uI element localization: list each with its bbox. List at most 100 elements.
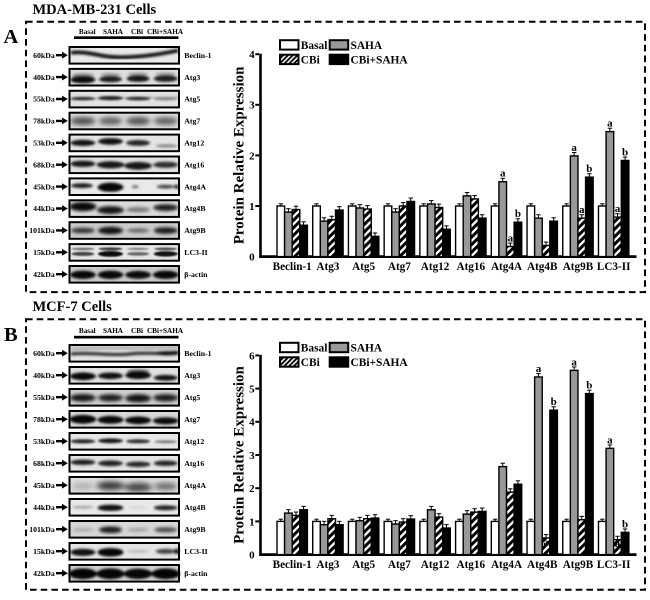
- svg-text:Beclin-1: Beclin-1: [184, 349, 211, 358]
- svg-text:Atg5: Atg5: [184, 95, 200, 104]
- svg-text:Beclin-1: Beclin-1: [273, 559, 313, 571]
- svg-text:Atg16: Atg16: [457, 261, 486, 273]
- svg-text:b: b: [515, 208, 521, 220]
- svg-text:42kDa: 42kDa: [33, 270, 55, 279]
- svg-text:53kDa: 53kDa: [33, 139, 55, 148]
- svg-text:LC3-II: LC3-II: [184, 547, 207, 556]
- svg-text:6: 6: [249, 350, 255, 362]
- svg-text:1: 1: [249, 516, 255, 528]
- svg-text:Atg12: Atg12: [184, 139, 204, 148]
- svg-text:a: a: [579, 204, 585, 216]
- svg-text:Atg7: Atg7: [388, 261, 411, 273]
- svg-text:Basal: Basal: [79, 327, 96, 335]
- svg-text:68kDa: 68kDa: [33, 160, 55, 169]
- svg-text:Atg9B: Atg9B: [563, 261, 594, 273]
- svg-text:a: a: [615, 203, 621, 215]
- svg-text:4: 4: [249, 49, 255, 61]
- svg-text:Protein Relative Expression: Protein Relative Expression: [232, 365, 248, 543]
- svg-text:Atg4B: Atg4B: [527, 261, 558, 273]
- svg-text:Atg5: Atg5: [184, 393, 200, 402]
- svg-text:Atg7: Atg7: [184, 117, 200, 126]
- svg-text:Atg4B: Atg4B: [527, 559, 558, 571]
- svg-text:a: a: [607, 118, 613, 130]
- svg-text:MDA-MB-231 Cells: MDA-MB-231 Cells: [33, 2, 157, 18]
- svg-text:68kDa: 68kDa: [33, 459, 55, 468]
- svg-text:Atg3: Atg3: [184, 371, 200, 380]
- svg-text:b: b: [551, 396, 557, 408]
- svg-text:45kDa: 45kDa: [33, 182, 55, 191]
- svg-text:Atg9B: Atg9B: [184, 226, 205, 235]
- svg-text:Atg4A: Atg4A: [491, 261, 522, 273]
- svg-text:CBi+SAHA: CBi+SAHA: [351, 55, 409, 67]
- svg-text:2: 2: [249, 483, 255, 495]
- svg-text:a: a: [536, 363, 542, 375]
- svg-text:Atg4B: Atg4B: [184, 204, 205, 213]
- svg-text:b: b: [586, 380, 592, 392]
- svg-text:60kDa: 60kDa: [33, 349, 55, 358]
- svg-text:40kDa: 40kDa: [33, 73, 55, 82]
- svg-text:Atg4B: Atg4B: [184, 503, 205, 512]
- svg-text:Atg5: Atg5: [352, 261, 375, 273]
- svg-text:Atg16: Atg16: [457, 559, 486, 571]
- svg-text:a: a: [571, 356, 577, 368]
- svg-text:Atg4A: Atg4A: [184, 481, 206, 490]
- svg-text:a: a: [500, 168, 506, 180]
- svg-text:78kDa: 78kDa: [33, 415, 55, 424]
- svg-text:β-actin: β-actin: [184, 270, 208, 279]
- svg-text:LC3-II: LC3-II: [597, 261, 631, 273]
- svg-text:SAHA: SAHA: [103, 28, 124, 36]
- svg-text:Atg3: Atg3: [316, 261, 339, 273]
- svg-text:2: 2: [249, 150, 255, 162]
- svg-text:Atg4A: Atg4A: [491, 559, 522, 571]
- svg-text:4: 4: [249, 417, 255, 429]
- svg-text:CBi: CBi: [131, 28, 143, 36]
- svg-text:42kDa: 42kDa: [33, 569, 55, 578]
- svg-text:15kDa: 15kDa: [33, 547, 55, 556]
- svg-text:Atg12: Atg12: [421, 261, 450, 273]
- svg-text:Basal: Basal: [79, 28, 96, 36]
- svg-text:44kDa: 44kDa: [33, 204, 55, 213]
- svg-text:15kDa: 15kDa: [33, 248, 55, 257]
- svg-text:a: a: [571, 142, 577, 154]
- svg-text:Beclin-1: Beclin-1: [184, 51, 211, 60]
- svg-text:Atg3: Atg3: [184, 73, 200, 82]
- svg-text:40kDa: 40kDa: [33, 371, 55, 380]
- svg-text:CBi+SAHA: CBi+SAHA: [147, 327, 184, 335]
- svg-text:101kDa: 101kDa: [29, 226, 55, 235]
- svg-text:Atg5: Atg5: [352, 559, 375, 571]
- svg-text:Beclin-1: Beclin-1: [273, 261, 313, 273]
- svg-text:MCF-7 Cells: MCF-7 Cells: [33, 299, 113, 315]
- svg-text:101kDa: 101kDa: [29, 525, 55, 534]
- svg-text:Atg9B: Atg9B: [563, 559, 594, 571]
- svg-text:3: 3: [249, 450, 255, 462]
- svg-text:45kDa: 45kDa: [33, 481, 55, 490]
- svg-text:Atg12: Atg12: [184, 437, 204, 446]
- svg-text:A: A: [4, 26, 19, 48]
- svg-text:a: a: [508, 232, 514, 244]
- svg-text:55kDa: 55kDa: [33, 393, 55, 402]
- svg-text:a: a: [615, 538, 621, 550]
- svg-text:Atg12: Atg12: [421, 559, 450, 571]
- svg-text:b: b: [622, 146, 628, 158]
- svg-text:60kDa: 60kDa: [33, 51, 55, 60]
- svg-text:44kDa: 44kDa: [33, 503, 55, 512]
- svg-text:CBi+SAHA: CBi+SAHA: [351, 357, 409, 369]
- svg-text:55kDa: 55kDa: [33, 95, 55, 104]
- svg-text:B: B: [4, 324, 18, 346]
- svg-text:CBi+SAHA: CBi+SAHA: [147, 28, 184, 36]
- svg-text:Basal: Basal: [301, 343, 328, 355]
- svg-text:Atg7: Atg7: [184, 415, 200, 424]
- svg-text:Basal: Basal: [301, 40, 328, 52]
- svg-text:Protein Relative Expression: Protein Relative Expression: [232, 66, 248, 244]
- svg-text:Atg7: Atg7: [388, 559, 411, 571]
- svg-text:SAHA: SAHA: [103, 327, 124, 335]
- svg-text:78kDa: 78kDa: [33, 117, 55, 126]
- svg-text:SAHA: SAHA: [351, 343, 383, 355]
- svg-text:3: 3: [249, 100, 255, 112]
- svg-text:a: a: [543, 537, 549, 549]
- svg-text:CBi: CBi: [301, 357, 320, 369]
- svg-text:Atg16: Atg16: [184, 459, 204, 468]
- svg-text:Atg4A: Atg4A: [184, 182, 206, 191]
- svg-text:β-actin: β-actin: [184, 569, 208, 578]
- svg-text:a: a: [607, 434, 613, 446]
